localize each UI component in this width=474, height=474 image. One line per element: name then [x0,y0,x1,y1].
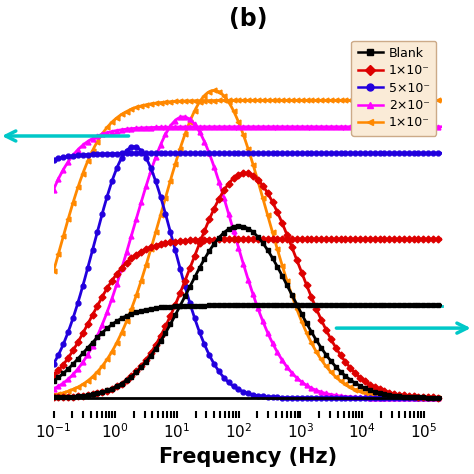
Title: (b): (b) [229,7,267,31]
Legend: Blank, 1×10⁻, 5×10⁻, 2×10⁻, 1×10⁻: Blank, 1×10⁻, 5×10⁻, 2×10⁻, 1×10⁻ [351,41,436,136]
X-axis label: Frequency (Hz): Frequency (Hz) [159,447,337,467]
